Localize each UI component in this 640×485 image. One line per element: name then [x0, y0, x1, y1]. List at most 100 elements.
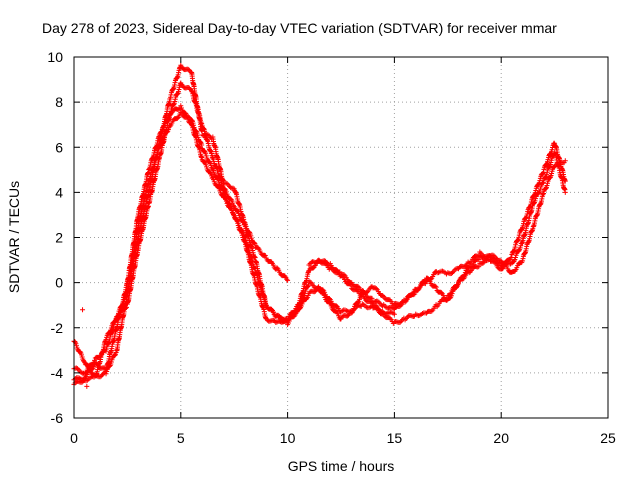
x-tick-label: 10 — [280, 430, 296, 446]
data-point — [415, 287, 421, 293]
data-point — [202, 148, 208, 154]
data-point — [516, 248, 522, 254]
x-axis-title: GPS time / hours — [288, 458, 395, 474]
data-point — [422, 278, 428, 284]
data-point — [298, 300, 304, 306]
data-point — [537, 178, 543, 184]
data-point — [476, 264, 482, 270]
data-point — [540, 170, 546, 176]
x-tick-label: 20 — [493, 430, 509, 446]
y-tick-label: -2 — [51, 320, 64, 336]
data-point — [357, 296, 363, 302]
y-tick-label: 2 — [55, 230, 63, 246]
y-tick-label: 6 — [55, 139, 63, 155]
tick-layer — [73, 56, 609, 419]
data-point — [380, 293, 386, 299]
data-point — [302, 290, 308, 296]
y-tick-label: 10 — [47, 49, 63, 65]
data-point — [397, 319, 403, 325]
data-point — [203, 153, 209, 159]
data-point — [391, 311, 397, 317]
data-point — [238, 228, 244, 234]
data-point — [305, 283, 311, 289]
data-point — [375, 298, 381, 304]
data-point — [531, 192, 537, 198]
y-tick-label: -4 — [51, 365, 64, 381]
data-point — [103, 371, 109, 377]
data-point — [189, 117, 195, 123]
data-point — [77, 349, 83, 355]
chart-title: Day 278 of 2023, Sidereal Day-to-day VTE… — [42, 20, 557, 36]
grid-layer — [74, 57, 608, 418]
data-point — [176, 106, 182, 112]
y-tick-label: 4 — [55, 184, 63, 200]
data-point — [518, 243, 524, 249]
data-point — [551, 140, 557, 146]
outlier-point — [80, 307, 86, 313]
data-point — [412, 291, 418, 297]
data-point — [74, 343, 80, 349]
data-point — [380, 311, 386, 317]
data-point — [369, 295, 375, 301]
data-point — [239, 232, 245, 238]
data-point — [341, 272, 347, 278]
data-point — [543, 161, 549, 167]
data-point — [549, 171, 555, 177]
data-point — [491, 258, 497, 264]
data-point — [512, 254, 518, 260]
data-point — [79, 352, 85, 358]
data-point — [402, 299, 408, 305]
data-point — [190, 120, 196, 126]
data-point — [449, 291, 455, 297]
data-point — [337, 269, 343, 275]
data-point — [448, 270, 454, 276]
data-point — [533, 196, 539, 202]
data-point — [517, 245, 523, 251]
data-point — [251, 240, 257, 246]
data-point — [540, 170, 546, 176]
data-point — [537, 186, 543, 192]
series-track-3 — [71, 109, 568, 387]
x-tick-label: 0 — [70, 430, 78, 446]
data-point — [202, 159, 208, 165]
y-tick-label: 0 — [55, 275, 63, 291]
data-point — [123, 305, 129, 311]
data-point — [320, 290, 326, 296]
data-point — [305, 282, 311, 288]
data-point — [316, 285, 322, 291]
data-point — [223, 189, 229, 195]
data-point — [544, 159, 550, 165]
x-tick-label: 15 — [387, 430, 403, 446]
data-point — [411, 292, 417, 298]
data-point — [199, 142, 205, 148]
data-point — [543, 185, 549, 191]
data-point — [235, 220, 241, 226]
data-point — [433, 284, 439, 290]
data-point — [508, 254, 514, 260]
data-point — [89, 366, 95, 372]
data-point — [178, 103, 184, 109]
data-point — [549, 147, 555, 153]
data-point — [275, 313, 281, 319]
data-point — [545, 157, 551, 163]
data-point — [562, 158, 568, 164]
data-point — [210, 167, 216, 173]
data-point — [92, 357, 98, 363]
data-point — [124, 304, 130, 310]
data-point — [355, 284, 361, 290]
data-point — [285, 277, 291, 283]
tick-label-layer: 0 5 10 15 20 25 -6 -4 -2 0 2 4 6 8 10 — [47, 49, 616, 446]
data-point — [252, 241, 258, 247]
data-point — [476, 257, 482, 263]
outlier-point — [84, 383, 90, 389]
x-tick-label: 5 — [177, 430, 185, 446]
data-point — [532, 198, 538, 204]
data-point — [241, 238, 247, 244]
data-point — [296, 305, 302, 311]
data-point — [75, 366, 81, 372]
data-point — [562, 189, 568, 195]
series-track-5 — [306, 140, 568, 312]
data-point — [234, 208, 240, 214]
